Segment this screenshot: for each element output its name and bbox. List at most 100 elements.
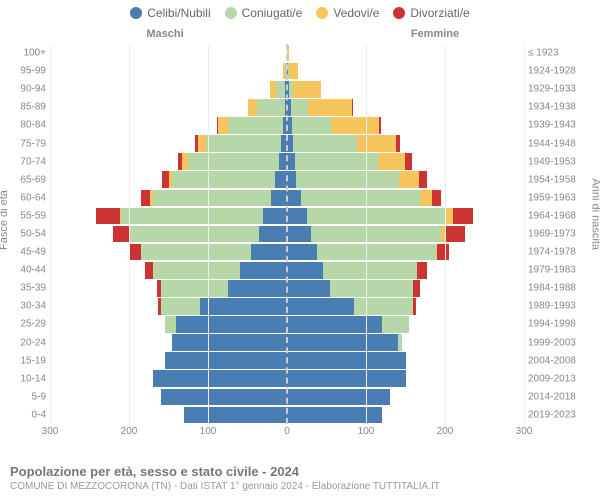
female-bar [287, 190, 524, 207]
age-label: 30-34 [4, 301, 46, 312]
male-bar [50, 208, 287, 225]
column-labels: Maschi Femmine [0, 28, 600, 40]
segment [161, 298, 200, 315]
male-bar [50, 153, 287, 170]
female-bar [287, 81, 524, 98]
female-bar [287, 99, 524, 116]
segment [153, 370, 287, 387]
birth-label: 1979-1983 [528, 265, 598, 276]
segment [293, 135, 356, 152]
birth-label: 1974-1978 [528, 247, 598, 258]
segment [437, 244, 449, 261]
birth-label: 1964-1968 [528, 210, 598, 221]
female-bar [287, 407, 524, 424]
birth-label: 1934-1938 [528, 102, 598, 113]
segment [257, 99, 285, 116]
female-bar [287, 153, 524, 170]
segment [251, 244, 287, 261]
age-label: 55-59 [4, 210, 46, 221]
birth-label: 2019-2023 [528, 409, 598, 420]
male-bar [50, 117, 287, 134]
female-bar [287, 370, 524, 387]
birth-label: 1949-1953 [528, 156, 598, 167]
age-label: 95-99 [4, 66, 46, 77]
birth-label: 2004-2008 [528, 355, 598, 366]
legend-label: Vedovi/e [333, 6, 379, 20]
segment [287, 153, 295, 170]
segment [206, 135, 281, 152]
segment [323, 262, 418, 279]
segment [432, 190, 441, 207]
male-bar [50, 45, 287, 62]
x-tick-label: 200 [437, 426, 454, 437]
legend-item: Coniugati/e [225, 6, 303, 20]
segment [301, 190, 420, 207]
age-label: 0-4 [4, 409, 46, 420]
birth-label: 1944-1948 [528, 138, 598, 149]
segment [308, 99, 351, 116]
segment [161, 280, 228, 297]
grid-line [445, 44, 446, 424]
segment [379, 117, 381, 134]
segment [293, 81, 321, 98]
segment [96, 208, 120, 225]
segment [129, 226, 259, 243]
segment [172, 171, 275, 188]
segment [263, 208, 287, 225]
age-label: 70-74 [4, 156, 46, 167]
segment [184, 407, 287, 424]
segment [228, 280, 287, 297]
female-bar [287, 389, 524, 406]
male-bar [50, 262, 287, 279]
female-bar [287, 334, 524, 351]
segment [398, 334, 402, 351]
female-bar [287, 244, 524, 261]
legend-label: Celibi/Nubili [147, 6, 210, 20]
segment [445, 226, 465, 243]
segment [413, 298, 415, 315]
segment [420, 190, 432, 207]
segment [331, 117, 378, 134]
segment [330, 280, 413, 297]
female-bar [287, 45, 524, 62]
segment [248, 99, 257, 116]
segment [296, 171, 399, 188]
segment [289, 63, 298, 80]
grid-line [524, 44, 525, 424]
age-label: 60-64 [4, 192, 46, 203]
female-bar [287, 117, 524, 134]
birth-label: 1999-2003 [528, 337, 598, 348]
segment [287, 171, 296, 188]
legend-label: Coniugati/e [242, 6, 303, 20]
footer: Popolazione per età, sesso e stato civil… [10, 464, 590, 492]
center-line [286, 44, 288, 424]
birth-label: 1989-1993 [528, 301, 598, 312]
grid-line [129, 44, 130, 424]
segment [419, 171, 427, 188]
legend-swatch [225, 7, 237, 19]
segment [417, 262, 426, 279]
segment [405, 153, 411, 170]
legend: Celibi/NubiliConiugati/eVedovi/eDivorzia… [0, 0, 600, 20]
age-label: 40-44 [4, 265, 46, 276]
female-bar [287, 280, 524, 297]
male-bar [50, 298, 287, 315]
segment [399, 171, 419, 188]
male-bar [50, 389, 287, 406]
age-label: 25-29 [4, 319, 46, 330]
segment [172, 334, 287, 351]
segment [165, 316, 177, 333]
segment [153, 190, 272, 207]
birth-label: 1959-1963 [528, 192, 598, 203]
male-bar [50, 81, 287, 98]
segment [276, 81, 285, 98]
segment [287, 407, 382, 424]
population-pyramid-chart: Celibi/NubiliConiugati/eVedovi/eDivorzia… [0, 0, 600, 500]
female-bar [287, 135, 524, 152]
male-bar [50, 135, 287, 152]
age-label: 90-94 [4, 84, 46, 95]
female-bar [287, 226, 524, 243]
segment [198, 135, 206, 152]
plot-area: 0-42019-20235-92014-201810-142009-201315… [50, 44, 524, 424]
age-label: 65-69 [4, 174, 46, 185]
